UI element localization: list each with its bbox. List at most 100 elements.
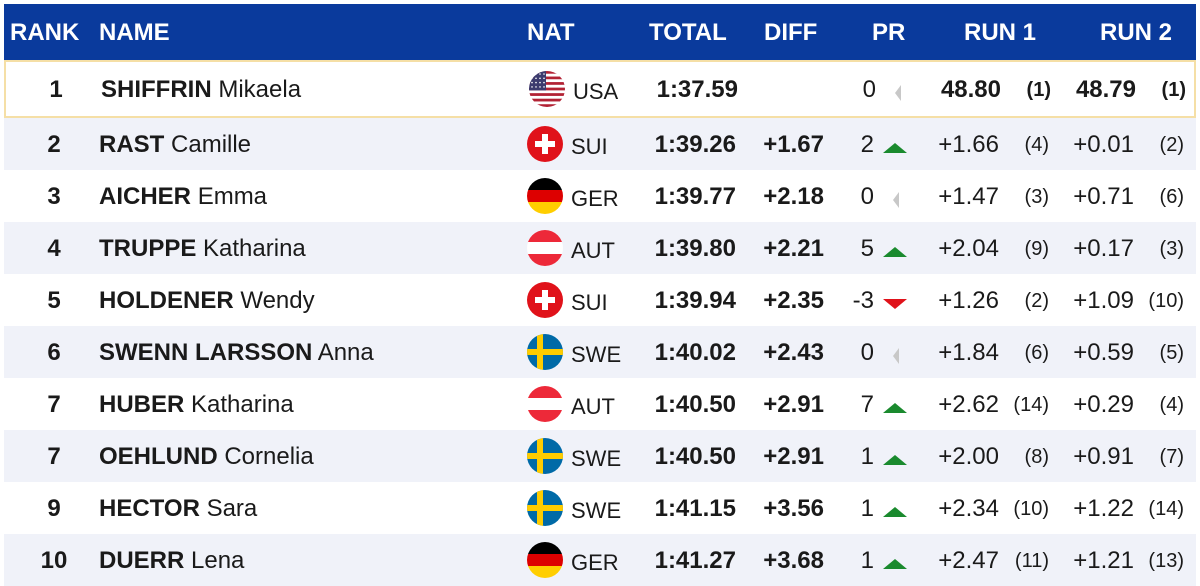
athlete-first-name: Wendy (240, 287, 315, 314)
table-body: 1 SHIFFRIN Mikaela USA 1:37.59 0 48.80 (1) 48.7… (4, 60, 1196, 586)
aut-flag-icon (527, 386, 563, 422)
run2-time: +0.17 (1073, 235, 1134, 262)
total-time: 1:40.50 (654, 443, 736, 470)
header-total[interactable]: TOTAL (649, 19, 727, 46)
run1-rank: (4) (1024, 134, 1049, 156)
athlete-name[interactable]: TRUPPE Katharina (99, 235, 306, 263)
position-change: 0 (862, 76, 876, 103)
athlete-name[interactable]: RAST Camille (99, 131, 251, 159)
table-row[interactable]: 2 RAST Camille SUI 1:39.26 +1.67 2 +1.66 (4) +0.… (4, 118, 1196, 170)
run1-time: +2.62 (938, 391, 999, 418)
time-difference: +2.21 (763, 235, 824, 262)
position-change: 7 (860, 391, 874, 418)
total-time: 1:39.94 (654, 287, 736, 314)
swe-flag-icon (527, 490, 563, 526)
nation-code: AUT (571, 394, 615, 419)
athlete-name[interactable]: SWENN LARSSON Anna (99, 339, 374, 367)
rank-cell: 1 (49, 76, 63, 103)
rank-cell: 10 (40, 547, 68, 574)
run1-rank: (1) (1026, 79, 1051, 101)
time-difference: +2.35 (763, 287, 824, 314)
table-row[interactable]: 3 AICHER Emma GER 1:39.77 +2.18 0 +1.47 (3) +0.7… (4, 170, 1196, 222)
total-time: 1:37.59 (656, 76, 738, 103)
header-run1[interactable]: RUN 1 (964, 19, 1037, 46)
header-run2[interactable]: RUN 2 (1100, 19, 1173, 46)
header-pr[interactable]: PR (872, 19, 906, 46)
athlete-name[interactable]: HECTOR Sara (99, 495, 257, 523)
ger-flag-icon (527, 542, 563, 578)
time-difference: +2.91 (763, 443, 824, 470)
run1-rank: (8) (1024, 446, 1049, 468)
rank-cell: 7 (47, 443, 61, 470)
run1-time: 48.80 (940, 76, 1001, 103)
header-nat[interactable]: NAT (527, 19, 575, 46)
swe-flag-icon (527, 438, 563, 474)
rank-cell: 5 (47, 287, 61, 314)
rank-cell: 7 (47, 391, 61, 418)
athlete-name[interactable]: HOLDENER Wendy (99, 287, 315, 315)
arrow-up-icon (882, 136, 908, 154)
athlete-first-name: Anna (317, 339, 374, 366)
arrow-left-icon (882, 188, 908, 208)
arrow-left-icon (884, 81, 910, 101)
run2-time: +0.91 (1073, 443, 1134, 470)
nation-code: SUI (571, 134, 608, 159)
run2-rank: (14) (1148, 498, 1184, 520)
rank-cell: 3 (47, 183, 61, 210)
table-row[interactable]: 10 DUERR Lena GER 1:41.27 +3.68 1 +2.47 (11) +1.… (4, 534, 1196, 586)
table-header: RANK NAME NAT TOTAL DIFF PR RUN 1 RUN 2 (4, 4, 1196, 60)
position-change: 1 (860, 443, 874, 470)
aut-flag-icon (527, 230, 563, 266)
athlete-name[interactable]: HUBER Katharina (99, 391, 294, 419)
total-time: 1:41.27 (654, 547, 736, 574)
table-row[interactable]: 5 HOLDENER Wendy SUI 1:39.94 +2.35 -3 +1.26 (2)… (4, 274, 1196, 326)
table-row[interactable]: 4 TRUPPE Katharina AUT 1:39.80 +2.21 5 +2.04 (9… (4, 222, 1196, 274)
table-row[interactable]: 6 SWENN LARSSON Anna SWE 1:40.02 +2.43 0 +1.84… (4, 326, 1196, 378)
table-row[interactable]: 1 SHIFFRIN Mikaela USA 1:37.59 0 48.80 (1) 48.7… (4, 60, 1196, 118)
athlete-name[interactable]: OEHLUND Cornelia (99, 443, 314, 471)
athlete-name[interactable]: SHIFFRIN Mikaela (101, 76, 301, 104)
time-difference: +2.18 (763, 183, 824, 210)
header-rank[interactable]: RANK (10, 19, 80, 46)
run2-time: +0.59 (1073, 339, 1134, 366)
athlete-last-name: HUBER (99, 391, 185, 418)
athlete-name[interactable]: AICHER Emma (99, 183, 267, 211)
athlete-last-name: SHIFFRIN (101, 76, 212, 103)
run2-rank: (1) (1161, 79, 1186, 101)
run2-rank: (13) (1148, 550, 1184, 572)
run1-time: +2.00 (938, 443, 999, 470)
run1-time: +2.34 (938, 495, 999, 522)
run1-rank: (9) (1024, 238, 1049, 260)
rank-cell: 4 (47, 235, 61, 262)
table-row[interactable]: 7 OEHLUND Cornelia SWE 1:40.50 +2.91 1 +2.00 (8… (4, 430, 1196, 482)
position-change: 1 (860, 495, 874, 522)
arrow-up-icon (882, 552, 908, 570)
run2-time: +0.29 (1073, 391, 1134, 418)
run2-time: +0.01 (1073, 131, 1134, 158)
athlete-name[interactable]: DUERR Lena (99, 547, 244, 575)
run1-time: +2.04 (938, 235, 999, 262)
total-time: 1:39.26 (654, 131, 736, 158)
run1-rank: (2) (1024, 290, 1049, 312)
header-diff[interactable]: DIFF (764, 19, 818, 46)
nation-code: SWE (571, 342, 622, 367)
position-change: -3 (852, 287, 874, 314)
run1-time: +1.84 (938, 339, 999, 366)
table-row[interactable]: 9 HECTOR Sara SWE 1:41.15 +3.56 1 +2.34 (10) +1.… (4, 482, 1196, 534)
run2-rank: (5) (1159, 342, 1184, 364)
ger-flag-icon (527, 178, 563, 214)
arrow-up-icon (882, 396, 908, 414)
athlete-first-name: Sara (206, 495, 258, 522)
arrow-up-icon (882, 240, 908, 258)
run2-rank: (2) (1159, 134, 1184, 156)
athlete-first-name: Emma (197, 183, 268, 210)
table-row[interactable]: 7 HUBER Katharina AUT 1:40.50 +2.91 7 +2.62 (14… (4, 378, 1196, 430)
total-time: 1:39.80 (654, 235, 736, 262)
header-name[interactable]: NAME (99, 19, 170, 46)
run1-rank: (6) (1024, 342, 1049, 364)
run1-rank: (3) (1024, 186, 1049, 208)
athlete-last-name: SWENN LARSSON (99, 339, 313, 366)
nation-code: USA (573, 79, 619, 104)
athlete-first-name: Katharina (203, 235, 306, 262)
athlete-first-name: Cornelia (224, 443, 314, 470)
